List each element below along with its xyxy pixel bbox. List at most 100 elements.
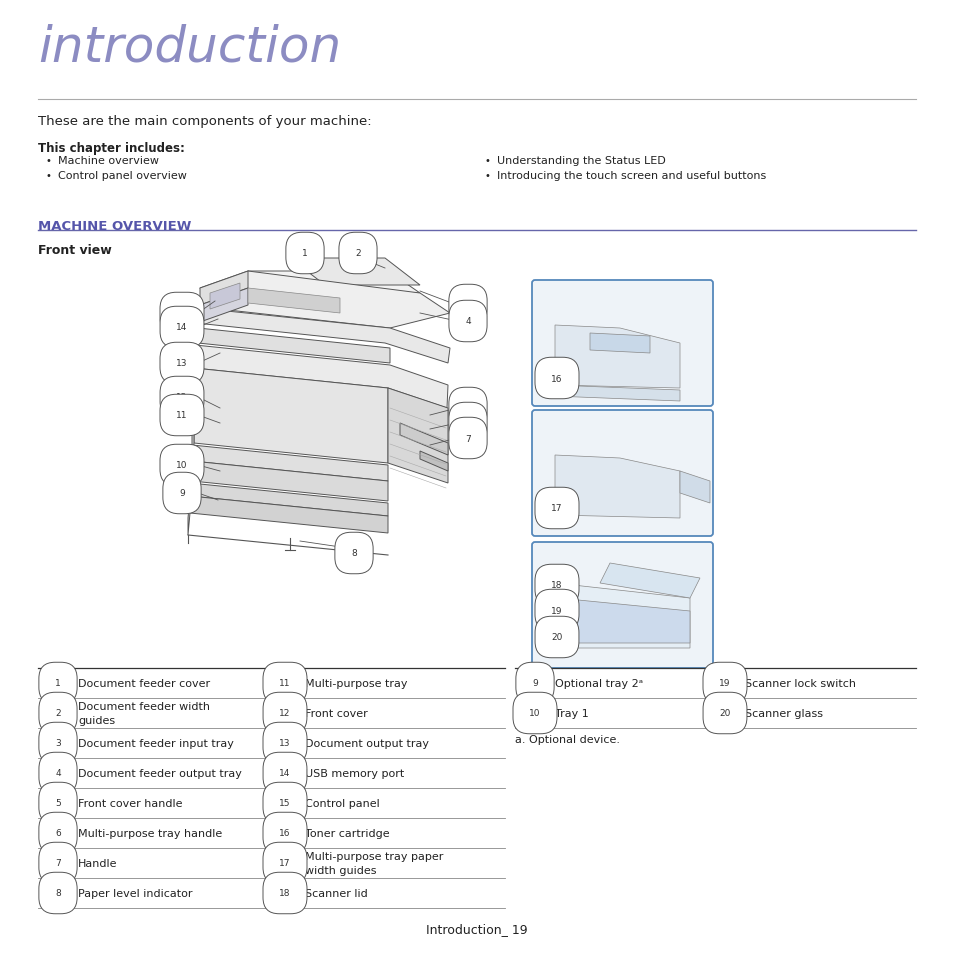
Text: 10: 10	[529, 709, 540, 718]
Polygon shape	[248, 272, 419, 294]
Text: 13: 13	[176, 359, 188, 368]
Text: Document feeder input tray: Document feeder input tray	[78, 739, 233, 748]
Text: This chapter includes:: This chapter includes:	[38, 142, 185, 154]
Text: 2: 2	[55, 709, 61, 718]
Text: Front cover: Front cover	[305, 708, 367, 719]
Polygon shape	[195, 309, 198, 358]
Text: a. Optional device.: a. Optional device.	[515, 734, 619, 744]
Polygon shape	[679, 472, 709, 503]
Text: Front view: Front view	[38, 244, 112, 256]
Polygon shape	[210, 284, 240, 310]
Text: 5: 5	[55, 799, 61, 807]
Text: Multi-purpose tray paper: Multi-purpose tray paper	[305, 851, 443, 862]
Text: Machine overview: Machine overview	[58, 156, 159, 166]
Text: 18: 18	[279, 888, 291, 898]
Polygon shape	[248, 272, 280, 311]
Polygon shape	[198, 329, 390, 364]
Text: Optional tray 2ᵃ: Optional tray 2ᵃ	[555, 679, 642, 688]
Text: 12: 12	[279, 709, 291, 718]
Text: Understanding the Status LED: Understanding the Status LED	[497, 156, 665, 166]
Polygon shape	[248, 289, 339, 314]
Text: Handle: Handle	[78, 858, 117, 868]
Polygon shape	[190, 497, 388, 534]
Polygon shape	[188, 497, 190, 536]
Text: 16: 16	[551, 375, 562, 383]
Polygon shape	[200, 272, 248, 306]
Polygon shape	[190, 461, 192, 503]
Text: 19: 19	[719, 679, 730, 688]
Text: Toner cartridge: Toner cartridge	[305, 828, 389, 838]
Polygon shape	[290, 258, 419, 286]
Polygon shape	[388, 389, 448, 483]
Polygon shape	[558, 598, 689, 643]
Text: 3: 3	[465, 301, 471, 310]
Text: Control panel: Control panel	[305, 799, 379, 808]
Text: Tray 1: Tray 1	[555, 708, 588, 719]
Text: 14: 14	[279, 769, 291, 778]
Text: Control panel overview: Control panel overview	[58, 171, 187, 181]
Polygon shape	[399, 423, 448, 456]
Polygon shape	[192, 369, 193, 463]
Text: 6: 6	[55, 828, 61, 838]
Text: 20: 20	[719, 709, 730, 718]
Text: 19: 19	[551, 606, 562, 615]
Text: 2: 2	[355, 250, 360, 258]
Text: •: •	[46, 171, 51, 181]
Text: 12: 12	[176, 393, 188, 402]
Text: These are the main components of your machine:: These are the main components of your ma…	[38, 115, 372, 128]
Text: 11: 11	[176, 411, 188, 420]
Text: •: •	[484, 156, 491, 166]
Text: Scanner lid: Scanner lid	[305, 888, 367, 898]
Text: Introducing the touch screen and useful buttons: Introducing the touch screen and useful …	[497, 171, 765, 181]
Polygon shape	[192, 446, 388, 481]
Polygon shape	[193, 346, 448, 409]
Text: 16: 16	[279, 828, 291, 838]
Text: 3: 3	[55, 739, 61, 748]
FancyBboxPatch shape	[532, 542, 712, 668]
Text: 4: 4	[465, 317, 471, 326]
Text: 7: 7	[55, 859, 61, 867]
Polygon shape	[419, 452, 448, 472]
Polygon shape	[195, 309, 450, 364]
Text: 8: 8	[55, 888, 61, 898]
Polygon shape	[193, 369, 388, 463]
Text: Scanner lock switch: Scanner lock switch	[744, 679, 855, 688]
Polygon shape	[200, 289, 248, 323]
Text: 17: 17	[279, 859, 291, 867]
Text: 9: 9	[532, 679, 537, 688]
Text: 9: 9	[179, 489, 185, 498]
Text: Document feeder cover: Document feeder cover	[78, 679, 210, 688]
Text: width guides: width guides	[305, 865, 376, 875]
Text: 11: 11	[279, 679, 291, 688]
Text: Document feeder output tray: Document feeder output tray	[78, 768, 242, 779]
Polygon shape	[555, 456, 679, 518]
Polygon shape	[589, 334, 649, 354]
Text: 5: 5	[465, 404, 471, 413]
FancyBboxPatch shape	[532, 281, 712, 407]
Text: 6: 6	[465, 419, 471, 428]
Text: guides: guides	[78, 716, 115, 725]
Text: 1: 1	[302, 250, 308, 258]
Text: Paper level indicator: Paper level indicator	[78, 888, 193, 898]
Text: 14: 14	[176, 323, 188, 333]
Text: 17: 17	[551, 504, 562, 513]
Text: 4: 4	[55, 769, 61, 778]
Text: 7: 7	[465, 434, 471, 443]
Polygon shape	[553, 386, 679, 401]
Text: 1: 1	[55, 679, 61, 688]
Polygon shape	[555, 583, 689, 648]
Text: Front cover handle: Front cover handle	[78, 799, 182, 808]
Text: Multi-purpose tray: Multi-purpose tray	[305, 679, 407, 688]
Polygon shape	[192, 461, 388, 501]
Text: USB memory port: USB memory port	[305, 768, 404, 779]
Text: Document output tray: Document output tray	[305, 739, 429, 748]
Text: 15: 15	[176, 309, 188, 318]
Text: Scanner glass: Scanner glass	[744, 708, 822, 719]
Polygon shape	[555, 326, 679, 389]
Polygon shape	[200, 272, 450, 329]
Text: 8: 8	[351, 549, 356, 558]
Polygon shape	[190, 483, 388, 517]
FancyBboxPatch shape	[532, 411, 712, 537]
Text: 20: 20	[551, 633, 562, 641]
Text: MACHINE OVERVIEW: MACHINE OVERVIEW	[38, 220, 192, 233]
